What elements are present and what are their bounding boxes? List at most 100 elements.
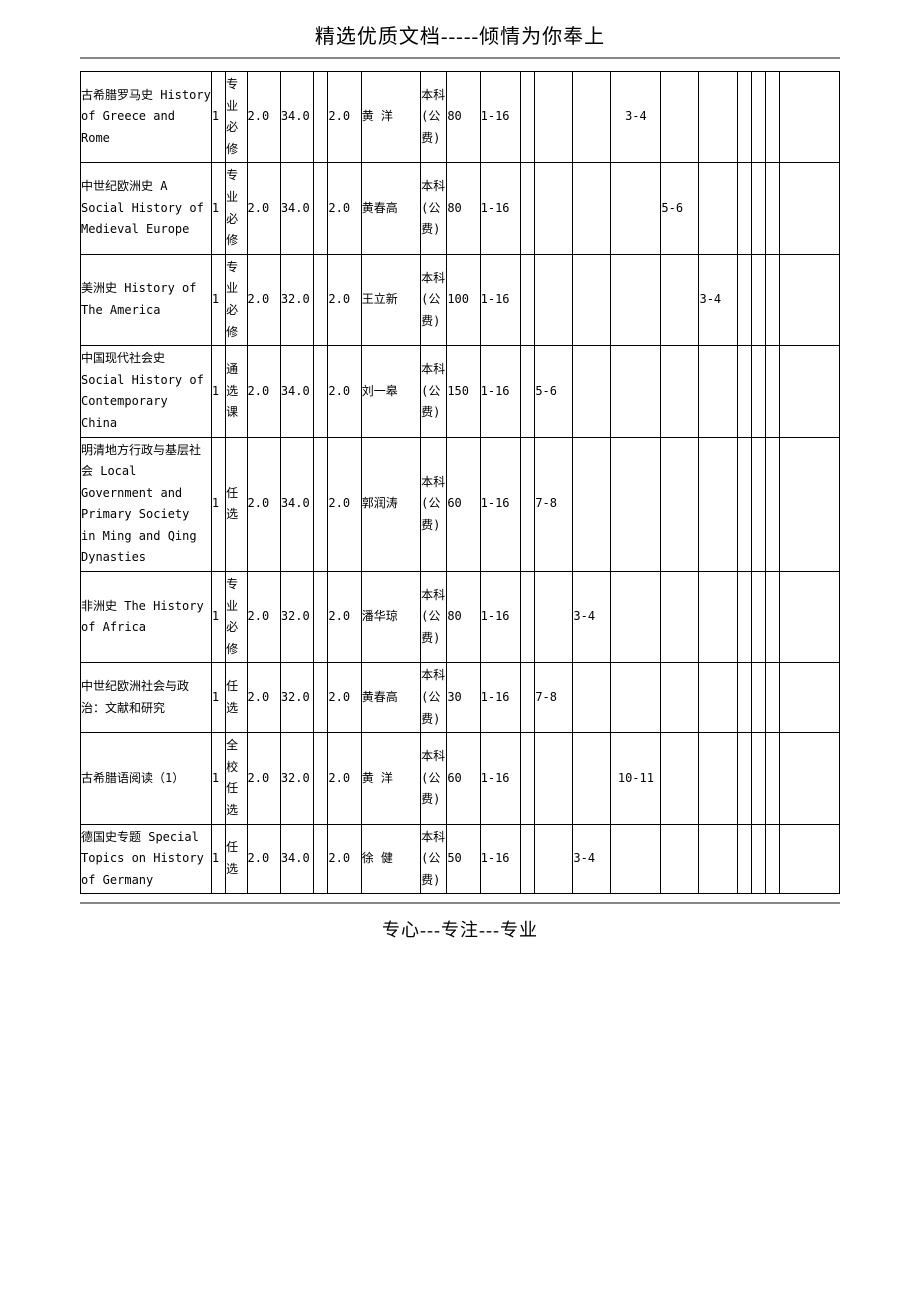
table-row: 中世纪欧洲史 A Social History of Medieval Euro…: [81, 163, 840, 254]
cell-teacher: 郭润涛: [361, 437, 420, 572]
table-row: 古希腊语阅读（1）1全校任选2.032.02.0黄 洋本科(公费)601-161…: [81, 733, 840, 824]
course-table: 古希腊罗马史 History of Greece and Rome1专业必修2.…: [80, 71, 840, 894]
cell-d3: [611, 437, 661, 572]
cell-credit2: 2.0: [328, 824, 361, 894]
cell-blank2: [521, 163, 535, 254]
cell-d1: [535, 824, 573, 894]
cell-weeks: 1-16: [480, 254, 520, 345]
cell-teacher: 刘一皋: [361, 346, 420, 437]
cell-credit2: 2.0: [328, 254, 361, 345]
table-row: 德国史专题 Special Topics on History of Germa…: [81, 824, 840, 894]
cell-hours: 34.0: [280, 437, 313, 572]
cell-d4: [661, 572, 699, 663]
cell-blank1: [314, 254, 328, 345]
cell-t2: [751, 437, 765, 572]
cell-d5: [699, 437, 737, 572]
cell-credit: 2.0: [247, 437, 280, 572]
cell-weeks: 1-16: [480, 346, 520, 437]
cell-blank1: [314, 346, 328, 437]
cell-level: 本科(公费): [421, 437, 447, 572]
cell-d5: [699, 572, 737, 663]
cell-d4: [661, 733, 699, 824]
cell-d3: [611, 346, 661, 437]
cell-credit2: 2.0: [328, 437, 361, 572]
table-row: 非洲史 The History of Africa1专业必修2.032.02.0…: [81, 572, 840, 663]
cell-c1: 1: [211, 824, 225, 894]
cell-d1: 7-8: [535, 663, 573, 733]
page-footer-text: 专心---专注---专业: [0, 916, 920, 942]
cell-d5: [699, 733, 737, 824]
cell-hours: 34.0: [280, 163, 313, 254]
cell-credit: 2.0: [247, 733, 280, 824]
cell-teacher: 潘华琼: [361, 572, 420, 663]
cell-t1: [737, 824, 751, 894]
cell-blank1: [314, 72, 328, 163]
cell-d1: [535, 72, 573, 163]
cell-weeks: 1-16: [480, 72, 520, 163]
cell-credit2: 2.0: [328, 72, 361, 163]
cell-last: [780, 824, 840, 894]
cell-d3: [611, 572, 661, 663]
cell-blank1: [314, 663, 328, 733]
cell-type: 任选: [226, 824, 247, 894]
cell-d1: 7-8: [535, 437, 573, 572]
cell-t3: [766, 163, 780, 254]
table-row: 明清地方行政与基层社会 Local Government and Primary…: [81, 437, 840, 572]
cell-d2: [573, 254, 611, 345]
cell-teacher: 黄 洋: [361, 72, 420, 163]
table-row: 中世纪欧洲社会与政治：文献和研究1任选2.032.02.0黄春高本科(公费)30…: [81, 663, 840, 733]
cell-weeks: 1-16: [480, 163, 520, 254]
cell-t3: [766, 572, 780, 663]
cell-type: 专业必修: [226, 163, 247, 254]
cell-hours: 32.0: [280, 733, 313, 824]
cell-blank2: [521, 733, 535, 824]
cell-t3: [766, 346, 780, 437]
cell-name: 中世纪欧洲史 A Social History of Medieval Euro…: [81, 163, 212, 254]
cell-t3: [766, 72, 780, 163]
cell-d5: [699, 663, 737, 733]
cell-level: 本科(公费): [421, 572, 447, 663]
cell-credit: 2.0: [247, 163, 280, 254]
cell-cap: 50: [447, 824, 480, 894]
cell-d4: [661, 254, 699, 345]
cell-c1: 1: [211, 572, 225, 663]
cell-d4: [661, 346, 699, 437]
cell-d5: [699, 824, 737, 894]
cell-c1: 1: [211, 254, 225, 345]
cell-credit: 2.0: [247, 824, 280, 894]
cell-blank1: [314, 437, 328, 572]
cell-blank2: [521, 346, 535, 437]
cell-weeks: 1-16: [480, 663, 520, 733]
cell-level: 本科(公费): [421, 72, 447, 163]
cell-d4: [661, 663, 699, 733]
cell-blank2: [521, 824, 535, 894]
cell-d4: [661, 437, 699, 572]
cell-last: [780, 663, 840, 733]
cell-level: 本科(公费): [421, 254, 447, 345]
cell-blank1: [314, 824, 328, 894]
cell-d3: 3-4: [611, 72, 661, 163]
cell-c1: 1: [211, 437, 225, 572]
cell-credit: 2.0: [247, 572, 280, 663]
cell-t1: [737, 72, 751, 163]
cell-credit: 2.0: [247, 72, 280, 163]
cell-last: [780, 254, 840, 345]
cell-d2: [573, 163, 611, 254]
cell-t1: [737, 437, 751, 572]
cell-d4: 5-6: [661, 163, 699, 254]
cell-c1: 1: [211, 663, 225, 733]
cell-d4: [661, 824, 699, 894]
cell-t1: [737, 663, 751, 733]
cell-type: 通选课: [226, 346, 247, 437]
cell-credit: 2.0: [247, 346, 280, 437]
cell-name: 古希腊语阅读（1）: [81, 733, 212, 824]
cell-type: 专业必修: [226, 72, 247, 163]
cell-c1: 1: [211, 733, 225, 824]
cell-credit2: 2.0: [328, 663, 361, 733]
cell-blank2: [521, 572, 535, 663]
cell-t2: [751, 572, 765, 663]
cell-t2: [751, 663, 765, 733]
cell-blank1: [314, 733, 328, 824]
cell-d2: [573, 437, 611, 572]
cell-last: [780, 437, 840, 572]
